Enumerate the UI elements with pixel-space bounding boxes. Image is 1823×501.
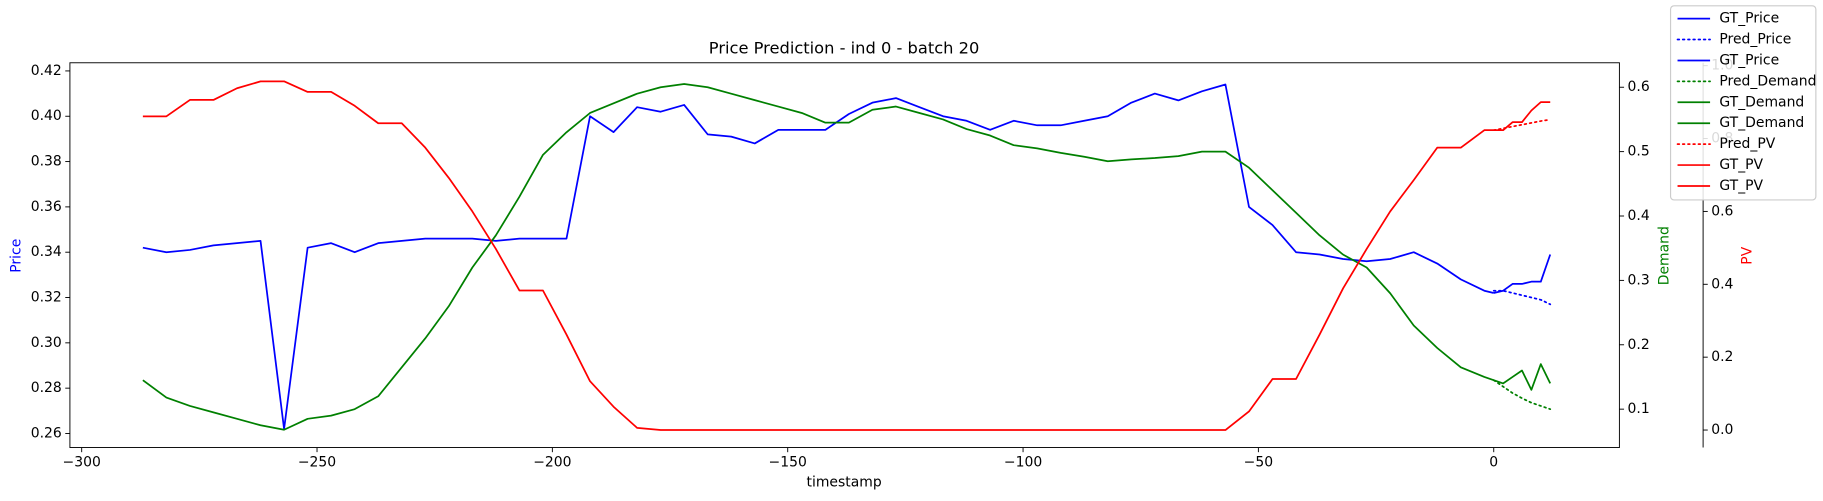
y-tick-label: 0.26 <box>31 425 62 441</box>
y3-tick-label: 0.6 <box>1711 203 1733 219</box>
x-axis-label: timestamp <box>806 474 881 490</box>
legend-label: Pred_PV <box>1719 136 1775 152</box>
x-tick-label: 0 <box>1489 455 1498 471</box>
y-tick-label: 0.36 <box>31 199 62 215</box>
series-line <box>142 83 1494 430</box>
legend-label: GT_Price <box>1719 52 1779 68</box>
y-tick-label: 0.40 <box>31 108 62 124</box>
legend-label: Pred_Demand <box>1719 73 1816 89</box>
y2-tick-label: 0.6 <box>1628 79 1650 95</box>
legend-label: GT_Demand <box>1719 94 1804 110</box>
series-line <box>1492 379 1552 411</box>
legend-label: GT_Demand <box>1719 115 1804 131</box>
series-line <box>1492 118 1552 132</box>
x-tick-label: −50 <box>1244 455 1273 471</box>
y-tick-label: 0.38 <box>31 154 62 170</box>
x-tick-label: −150 <box>769 455 807 471</box>
legend-label: GT_Price <box>1719 11 1779 27</box>
series-line <box>1493 363 1552 391</box>
plot-frame <box>69 62 1620 448</box>
x-tick-label: −250 <box>298 455 336 471</box>
y-axis-label: Price <box>8 239 24 273</box>
y3-tick-label: 0.0 <box>1711 422 1733 438</box>
legend-label: GT_PV <box>1719 157 1763 173</box>
y3-axis-label: PV <box>1739 246 1755 264</box>
y-tick-label: 0.32 <box>31 290 62 306</box>
y3-tick-label: 0.2 <box>1711 349 1733 365</box>
y2-tick-label: 0.4 <box>1628 208 1650 224</box>
y-tick-label: 0.34 <box>31 244 62 260</box>
y-tick-label: 0.42 <box>31 63 62 79</box>
y2-tick-label: 0.2 <box>1628 337 1650 353</box>
series-line <box>1493 254 1552 294</box>
y2-axis-label: Demand <box>1657 226 1673 285</box>
legend-label: Pred_Price <box>1719 32 1791 48</box>
y2-tick-label: 0.1 <box>1628 401 1650 417</box>
series-line <box>1492 289 1552 306</box>
series-line <box>142 83 1495 431</box>
y2-tick-label: 0.5 <box>1628 144 1650 160</box>
y3-tick-label: 0.4 <box>1711 276 1733 292</box>
legend-box <box>1669 5 1817 201</box>
y-tick-label: 0.30 <box>31 335 62 351</box>
x-tick-label: −300 <box>63 455 101 471</box>
legend-label: GT_PV <box>1719 178 1763 194</box>
series-line <box>142 80 1494 431</box>
x-tick-label: −100 <box>1004 455 1042 471</box>
y2-tick-label: 0.3 <box>1628 272 1650 288</box>
x-tick-label: −200 <box>533 455 571 471</box>
chart-title: Price Prediction - ind 0 - batch 20 <box>709 38 980 57</box>
y-tick-label: 0.28 <box>31 380 62 396</box>
series-line <box>1493 101 1551 132</box>
